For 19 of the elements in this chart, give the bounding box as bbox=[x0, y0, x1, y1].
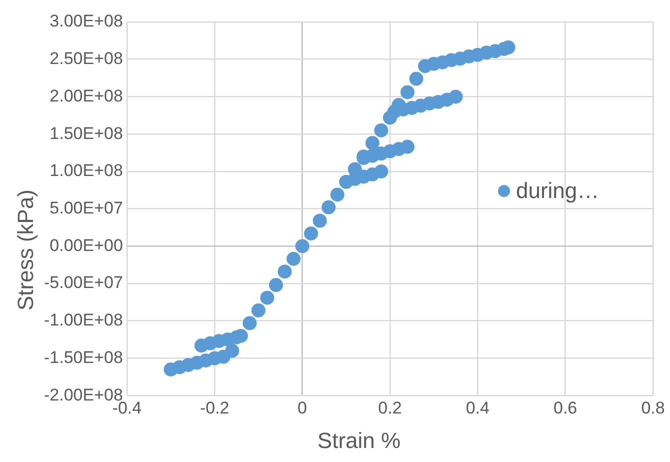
y-tick-label: 2.00E+08 bbox=[50, 86, 123, 106]
y-tick-label: -5.00E+07 bbox=[44, 273, 123, 292]
y-tick-label: 2.50E+08 bbox=[50, 49, 123, 68]
x-tick-label: -0.2 bbox=[200, 398, 230, 418]
x-tick-label: 0 bbox=[298, 398, 308, 418]
y-axis-title: Stress (kPa) bbox=[13, 189, 39, 311]
y-tick-label: -1.00E+08 bbox=[44, 310, 123, 330]
y-tick-label: -1.50E+08 bbox=[44, 348, 123, 367]
y-tick-label: 1.00E+08 bbox=[50, 161, 123, 180]
y-tick-label: 1.50E+08 bbox=[50, 124, 123, 143]
x-tick-label: 0.4 bbox=[466, 398, 490, 418]
x-tick-label: 0.6 bbox=[554, 398, 578, 418]
legend-label: during… bbox=[516, 178, 600, 204]
y-tick-label: 0.00E+00 bbox=[50, 236, 123, 255]
y-tick-label: 5.00E+07 bbox=[50, 198, 123, 218]
x-tick-label: 0.8 bbox=[641, 398, 665, 418]
y-tick-label: 3.00E+08 bbox=[50, 12, 123, 31]
x-axis-title: Strain % bbox=[317, 428, 401, 454]
x-tick-label: 0.2 bbox=[378, 398, 402, 418]
